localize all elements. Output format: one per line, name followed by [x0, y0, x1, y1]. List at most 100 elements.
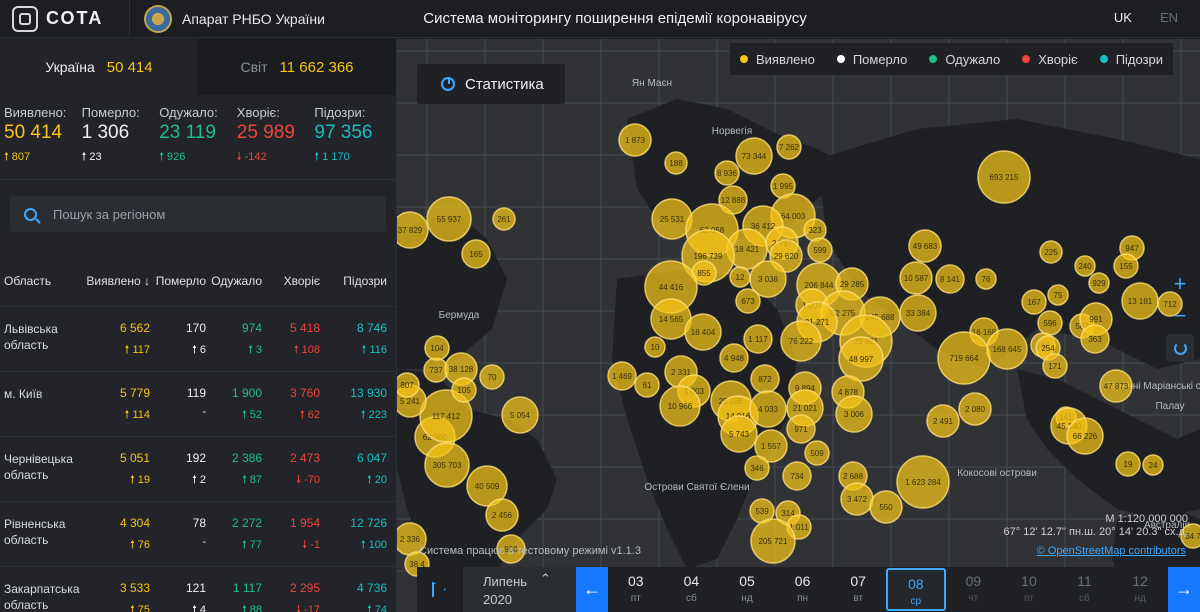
prev-day-button[interactable]: ← — [576, 567, 608, 612]
table-row[interactable]: Львівська область 6 562 🠕 117 170 🠕 6 97… — [0, 307, 396, 372]
case-bubble[interactable]: 8 936 — [714, 160, 740, 186]
statistics-button[interactable]: Статистика — [417, 64, 565, 104]
attribution-link[interactable]: © OpenStreetMap contributors — [1036, 545, 1186, 557]
reset-view-button[interactable] — [1166, 334, 1194, 362]
case-bubble[interactable]: 5 054 — [501, 396, 539, 434]
case-bubble[interactable]: 363 — [1080, 324, 1110, 354]
zoom-out-button[interactable]: − — [1173, 303, 1187, 328]
case-bubble[interactable]: 2 080 — [958, 392, 992, 426]
case-bubble[interactable]: 3 038 — [749, 260, 787, 298]
month-selector[interactable]: Липень 2020 ⌃ — [463, 567, 576, 612]
case-bubble[interactable]: 305 703 — [424, 442, 470, 488]
table-row[interactable]: Рівненська область 4 304 🠕 76 78 - 2 272… — [0, 502, 396, 567]
case-bubble[interactable]: 47 873 — [1099, 369, 1133, 403]
case-bubble[interactable]: 8 141 — [935, 264, 965, 294]
case-bubble[interactable]: 117 412 — [419, 389, 473, 443]
legend-item[interactable]: Виявлено — [740, 52, 815, 67]
case-bubble[interactable]: 596 — [1037, 310, 1063, 336]
case-bubble[interactable]: 12 — [729, 266, 751, 288]
case-bubble[interactable]: 1 873 — [618, 123, 652, 157]
case-bubble[interactable]: 509 — [804, 440, 830, 466]
case-bubble[interactable]: 1 557 — [754, 429, 788, 463]
case-bubble[interactable]: 10 587 — [899, 261, 933, 295]
search-box[interactable] — [10, 196, 386, 232]
header-detected[interactable]: Виявлено ↓ — [82, 274, 150, 288]
table-row[interactable]: м. Київ 5 779 🠕 114 119 - 1 900 🠕 52 3 7… — [0, 372, 396, 437]
case-bubble[interactable]: 61 — [634, 372, 660, 398]
header-recovered[interactable]: Одужало — [211, 273, 262, 288]
case-bubble[interactable]: 971 — [786, 414, 816, 444]
case-bubble[interactable]: 75 — [1047, 284, 1069, 306]
case-bubble[interactable]: 5 743 — [720, 415, 758, 453]
case-bubble[interactable]: 7 262 — [776, 134, 802, 160]
header-sick[interactable]: Хворіє — [283, 273, 320, 288]
case-bubble[interactable]: 76 — [975, 268, 997, 290]
case-bubble[interactable]: 10 — [644, 336, 666, 358]
case-bubble[interactable]: 24 — [1142, 454, 1164, 476]
case-bubble[interactable]: 167 — [1021, 289, 1047, 315]
play-button[interactable] — [417, 567, 461, 612]
legend-item[interactable]: Одужало — [929, 52, 1000, 67]
day-11[interactable]: 11 сб — [1057, 567, 1113, 612]
case-bubble[interactable]: 40 509 — [466, 465, 508, 507]
legend-item[interactable]: Хворіє — [1022, 52, 1078, 67]
case-bubble[interactable]: 188 — [664, 151, 688, 175]
case-bubble[interactable]: 3 472 — [840, 482, 874, 516]
tab-world[interactable]: Світ 11 662 366 — [198, 39, 396, 95]
case-bubble[interactable]: 599 — [807, 237, 833, 263]
case-bubble[interactable]: 48 997 — [838, 336, 884, 382]
day-06[interactable]: 06 пн — [775, 567, 831, 612]
case-bubble[interactable]: 10 966 — [659, 385, 701, 427]
case-bubble[interactable]: 872 — [750, 364, 780, 394]
case-bubble[interactable]: 1 995 — [770, 173, 796, 199]
case-bubble[interactable]: 550 — [869, 490, 903, 524]
case-bubble[interactable]: 240 — [1074, 255, 1096, 277]
day-07[interactable]: 07 вт — [830, 567, 886, 612]
case-bubble[interactable]: 37 829 — [397, 211, 429, 249]
case-bubble[interactable]: 807 — [397, 372, 420, 398]
case-bubble[interactable]: 34 7 — [1180, 523, 1200, 549]
day-08[interactable]: 08 ср — [885, 568, 946, 611]
case-bubble[interactable]: 155 — [1113, 253, 1139, 279]
day-10[interactable]: 10 пт — [1001, 567, 1057, 612]
case-bubble[interactable]: 225 — [1039, 240, 1063, 264]
case-bubble[interactable]: 1 469 — [607, 361, 637, 391]
table-row[interactable]: Чернівецька область 5 051 🠕 19 192 🠕 2 2… — [0, 437, 396, 502]
case-bubble[interactable]: 16 404 — [684, 313, 722, 351]
logo[interactable]: СОТА — [0, 0, 130, 37]
case-bubble[interactable]: 346 — [744, 455, 770, 481]
map-canvas[interactable]: Ян Маєн Норвегія Бермуда Острови Святої Єле… — [397, 39, 1200, 612]
case-bubble[interactable]: 73 344 — [735, 137, 773, 175]
zoom-in-button[interactable]: + — [1173, 271, 1187, 296]
case-bubble[interactable]: 205 721 — [750, 518, 796, 564]
case-bubble[interactable]: 712 — [1157, 291, 1183, 317]
case-bubble[interactable]: 171 — [1042, 353, 1068, 379]
search-input[interactable] — [53, 206, 353, 222]
case-bubble[interactable]: 168 645 — [986, 328, 1028, 370]
case-bubble[interactable]: 4 033 — [749, 390, 787, 428]
case-bubble[interactable]: 165 — [461, 239, 491, 269]
case-bubble[interactable]: 4 948 — [719, 343, 749, 373]
world-map[interactable]: Ян Маєн Норвегія Бермуда Острови Святої Єле… — [397, 39, 1200, 612]
tab-ukraine[interactable]: Україна 50 414 — [0, 39, 198, 95]
case-bubble[interactable]: 734 — [782, 461, 812, 491]
case-bubble[interactable]: 104 — [424, 335, 450, 361]
case-bubble[interactable]: 2 491 — [926, 404, 960, 438]
case-bubble[interactable]: 2 456 — [485, 498, 519, 532]
case-bubble[interactable]: 3 006 — [835, 395, 873, 433]
case-bubble[interactable]: 70 — [479, 364, 505, 390]
day-12[interactable]: 12 нд — [1112, 567, 1168, 612]
case-bubble[interactable]: 55 937 — [426, 196, 472, 242]
case-bubble[interactable]: 673 — [735, 288, 761, 314]
case-bubble[interactable]: 719 664 — [937, 331, 991, 385]
case-bubble[interactable]: 66 226 — [1066, 417, 1104, 455]
case-bubble[interactable]: 960 — [496, 534, 526, 564]
lang-en[interactable]: EN — [1159, 10, 1178, 25]
case-bubble[interactable]: 1 623 284 — [896, 455, 950, 509]
case-bubble[interactable]: 76 222 — [780, 320, 822, 362]
case-bubble[interactable]: 105 — [451, 377, 477, 403]
day-04[interactable]: 04 сб — [664, 567, 720, 612]
case-bubble[interactable]: 693 215 — [977, 150, 1031, 204]
table-row[interactable]: Закарпатська область 3 533 🠕 75 121 🠕 4 … — [0, 567, 396, 612]
day-05[interactable]: 05 нд — [719, 567, 775, 612]
